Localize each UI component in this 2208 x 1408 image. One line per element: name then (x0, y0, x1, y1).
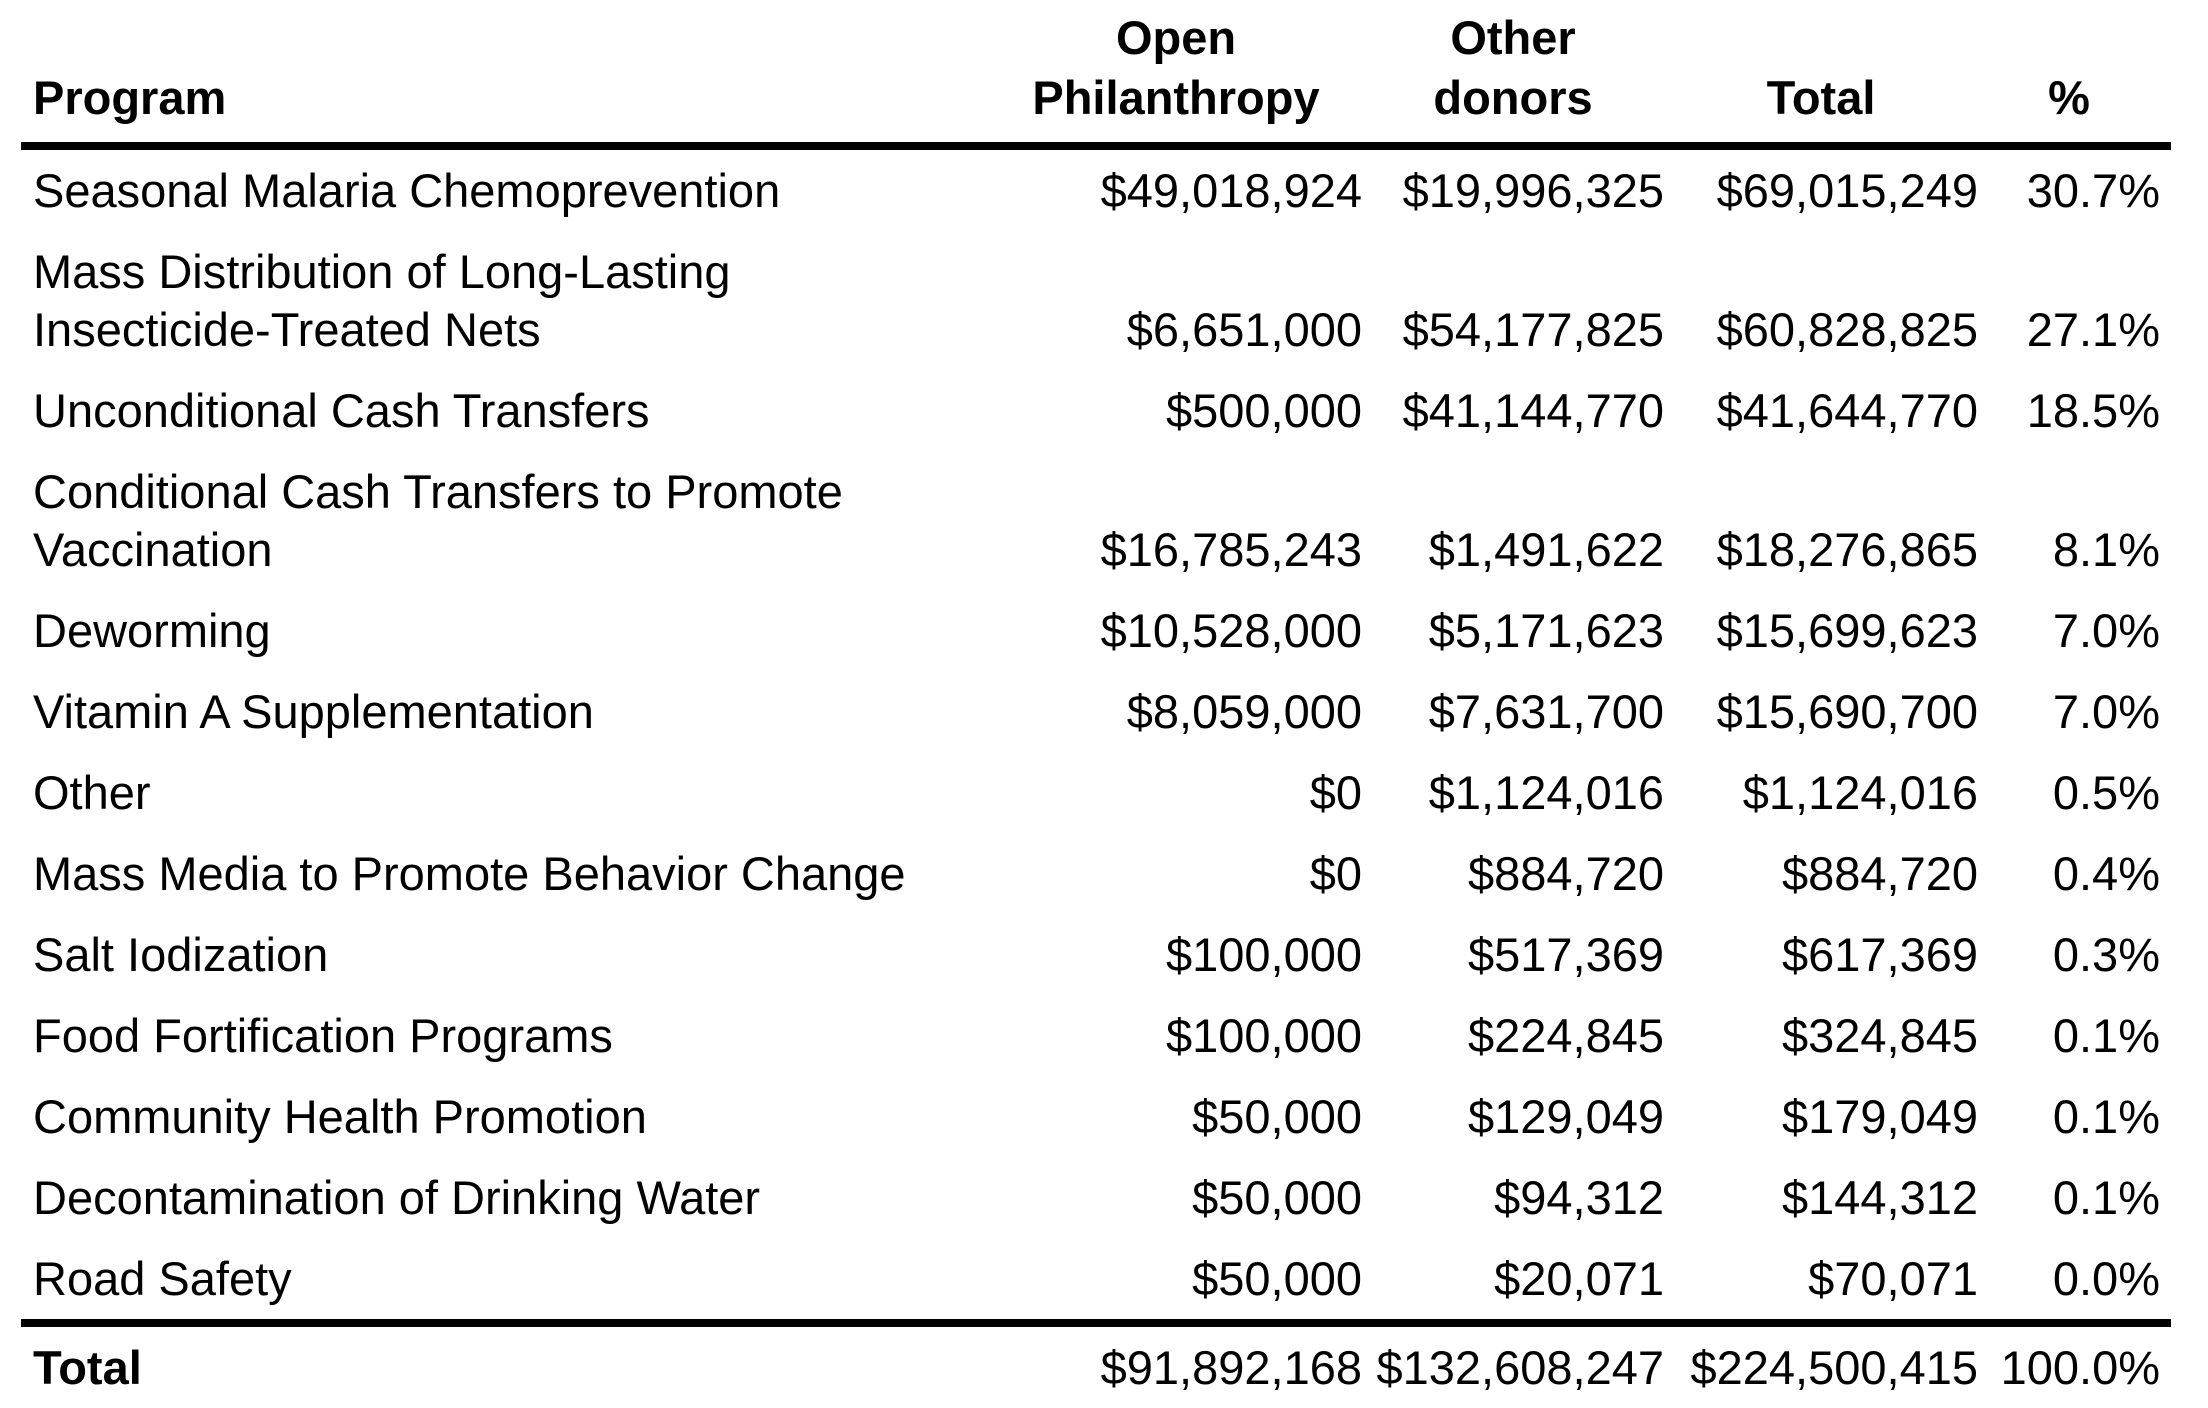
other-donors-cell: $1,491,622 (1428, 523, 1664, 576)
other-donors-cell: $20,071 (1494, 1252, 1664, 1305)
other-donors-cell: $224,845 (1467, 1009, 1664, 1062)
program-cell: Road Safety (33, 1252, 292, 1305)
open-philanthropy-cell: $0 (1309, 847, 1362, 900)
table-row: Other $0 $1,124,016 $1,124,016 0.5% (21, 752, 2171, 833)
column-header-open-philanthropy: Open Philanthropy (1032, 11, 1320, 124)
other-donors-total-cell: $132,608,247 (1376, 1341, 1664, 1394)
other-donors-cell: $129,049 (1467, 1090, 1664, 1143)
table-row: Decontamination of Drinking Water $50,00… (21, 1157, 2171, 1238)
total-cell: $69,015,249 (1716, 164, 1978, 217)
total-cell: $70,071 (1808, 1252, 1978, 1305)
total-cell: $41,644,770 (1716, 384, 1978, 437)
table-row: Mass Media to Promote Behavior Change $0… (21, 833, 2171, 914)
percent-cell: 18.5% (2026, 384, 2160, 437)
percent-cell: 8.1% (2052, 523, 2160, 576)
percent-cell: 0.1% (2052, 1009, 2160, 1062)
column-header-percent: % (2048, 71, 2090, 124)
open-philanthropy-cell: $8,059,000 (1126, 685, 1362, 738)
percent-cell: 30.7% (2026, 164, 2160, 217)
other-donors-cell: $54,177,825 (1402, 303, 1664, 356)
percent-cell: 0.4% (2052, 847, 2160, 900)
program-cell: Mass Distribution of Long-Lasting Insect… (33, 245, 731, 356)
percent-cell: 27.1% (2026, 303, 2160, 356)
other-donors-cell: $1,124,016 (1428, 766, 1664, 819)
percent-cell: 7.0% (2052, 604, 2160, 657)
table-row: Food Fortification Programs $100,000 $22… (21, 995, 2171, 1076)
other-donors-cell: $517,369 (1467, 928, 1664, 981)
table-row: Salt Iodization $100,000 $517,369 $617,3… (21, 914, 2171, 995)
total-cell: $324,845 (1781, 1009, 1978, 1062)
total-cell: $617,369 (1781, 928, 1978, 981)
open-philanthropy-cell: $100,000 (1165, 1009, 1362, 1062)
program-cell: Other (33, 766, 151, 819)
total-cell: $60,828,825 (1716, 303, 1978, 356)
other-donors-cell: $19,996,325 (1402, 164, 1664, 217)
table-row: Deworming $10,528,000 $5,171,623 $15,699… (21, 590, 2171, 671)
percent-cell: 0.5% (2052, 766, 2160, 819)
total-cell: $144,312 (1781, 1171, 1978, 1224)
total-cell: $15,690,700 (1716, 685, 1978, 738)
other-donors-cell: $884,720 (1467, 847, 1664, 900)
open-philanthropy-cell: $50,000 (1192, 1171, 1362, 1224)
percent-cell: 7.0% (2052, 685, 2160, 738)
total-cell: $884,720 (1781, 847, 1978, 900)
table-row: Unconditional Cash Transfers $500,000 $4… (21, 370, 2171, 451)
program-cell: Conditional Cash Transfers to Promote Va… (33, 465, 843, 576)
other-donors-cell: $7,631,700 (1428, 685, 1664, 738)
program-cell: Salt Iodization (33, 928, 329, 981)
table-row: Seasonal Malaria Chemoprevention $49,018… (21, 146, 2171, 231)
other-donors-cell: $5,171,623 (1428, 604, 1664, 657)
program-cell: Decontamination of Drinking Water (33, 1171, 761, 1224)
program-cell: Food Fortification Programs (33, 1009, 613, 1062)
column-header-other-donors: Other donors (1433, 11, 1593, 124)
open-philanthropy-cell: $50,000 (1192, 1252, 1362, 1305)
percent-cell: 0.0% (2052, 1252, 2160, 1305)
percent-total-cell: 100.0% (2000, 1341, 2160, 1394)
table-row: Community Health Promotion $50,000 $129,… (21, 1076, 2171, 1157)
percent-cell: 0.1% (2052, 1171, 2160, 1224)
table-footer: Total $91,892,168 $132,608,247 $224,500,… (21, 1323, 2171, 1408)
total-cell: $179,049 (1781, 1090, 1978, 1143)
open-philanthropy-cell: $16,785,243 (1100, 523, 1362, 576)
other-donors-cell: $94,312 (1494, 1171, 1664, 1224)
program-cell: Unconditional Cash Transfers (33, 384, 650, 437)
total-label-cell: Total (33, 1341, 142, 1394)
total-cell: $1,124,016 (1742, 766, 1978, 819)
column-header-total: Total (1766, 71, 1876, 124)
total-row: Total $91,892,168 $132,608,247 $224,500,… (21, 1323, 2171, 1408)
open-philanthropy-cell: $0 (1309, 766, 1362, 819)
open-philanthropy-cell: $6,651,000 (1126, 303, 1362, 356)
open-philanthropy-cell: $10,528,000 (1100, 604, 1362, 657)
table-row: Road Safety $50,000 $20,071 $70,071 0.0% (21, 1238, 2171, 1323)
open-philanthropy-total-cell: $91,892,168 (1100, 1341, 1362, 1394)
total-cell: $18,276,865 (1716, 523, 1978, 576)
program-cell: Seasonal Malaria Chemoprevention (33, 164, 781, 217)
percent-cell: 0.3% (2052, 928, 2160, 981)
program-funding-table: Program Open Philanthropy Other donors T… (21, 0, 2171, 1408)
table-header: Program Open Philanthropy Other donors T… (21, 0, 2171, 146)
table-row: Mass Distribution of Long-Lasting Insect… (21, 231, 2171, 370)
percent-cell: 0.1% (2052, 1090, 2160, 1143)
total-cell: $15,699,623 (1716, 604, 1978, 657)
table-row: Conditional Cash Transfers to Promote Va… (21, 451, 2171, 590)
grand-total-cell: $224,500,415 (1690, 1341, 1978, 1394)
open-philanthropy-cell: $49,018,924 (1100, 164, 1362, 217)
program-cell: Community Health Promotion (33, 1090, 647, 1143)
column-header-program: Program (33, 71, 227, 124)
header-row: Program Open Philanthropy Other donors T… (21, 0, 2171, 146)
table-row: Vitamin A Supplementation $8,059,000 $7,… (21, 671, 2171, 752)
program-cell: Mass Media to Promote Behavior Change (33, 847, 906, 900)
open-philanthropy-cell: $100,000 (1165, 928, 1362, 981)
other-donors-cell: $41,144,770 (1402, 384, 1664, 437)
open-philanthropy-cell: $50,000 (1192, 1090, 1362, 1143)
program-cell: Vitamin A Supplementation (33, 685, 594, 738)
program-cell: Deworming (33, 604, 271, 657)
open-philanthropy-cell: $500,000 (1165, 384, 1362, 437)
table-body: Seasonal Malaria Chemoprevention $49,018… (21, 146, 2171, 1323)
